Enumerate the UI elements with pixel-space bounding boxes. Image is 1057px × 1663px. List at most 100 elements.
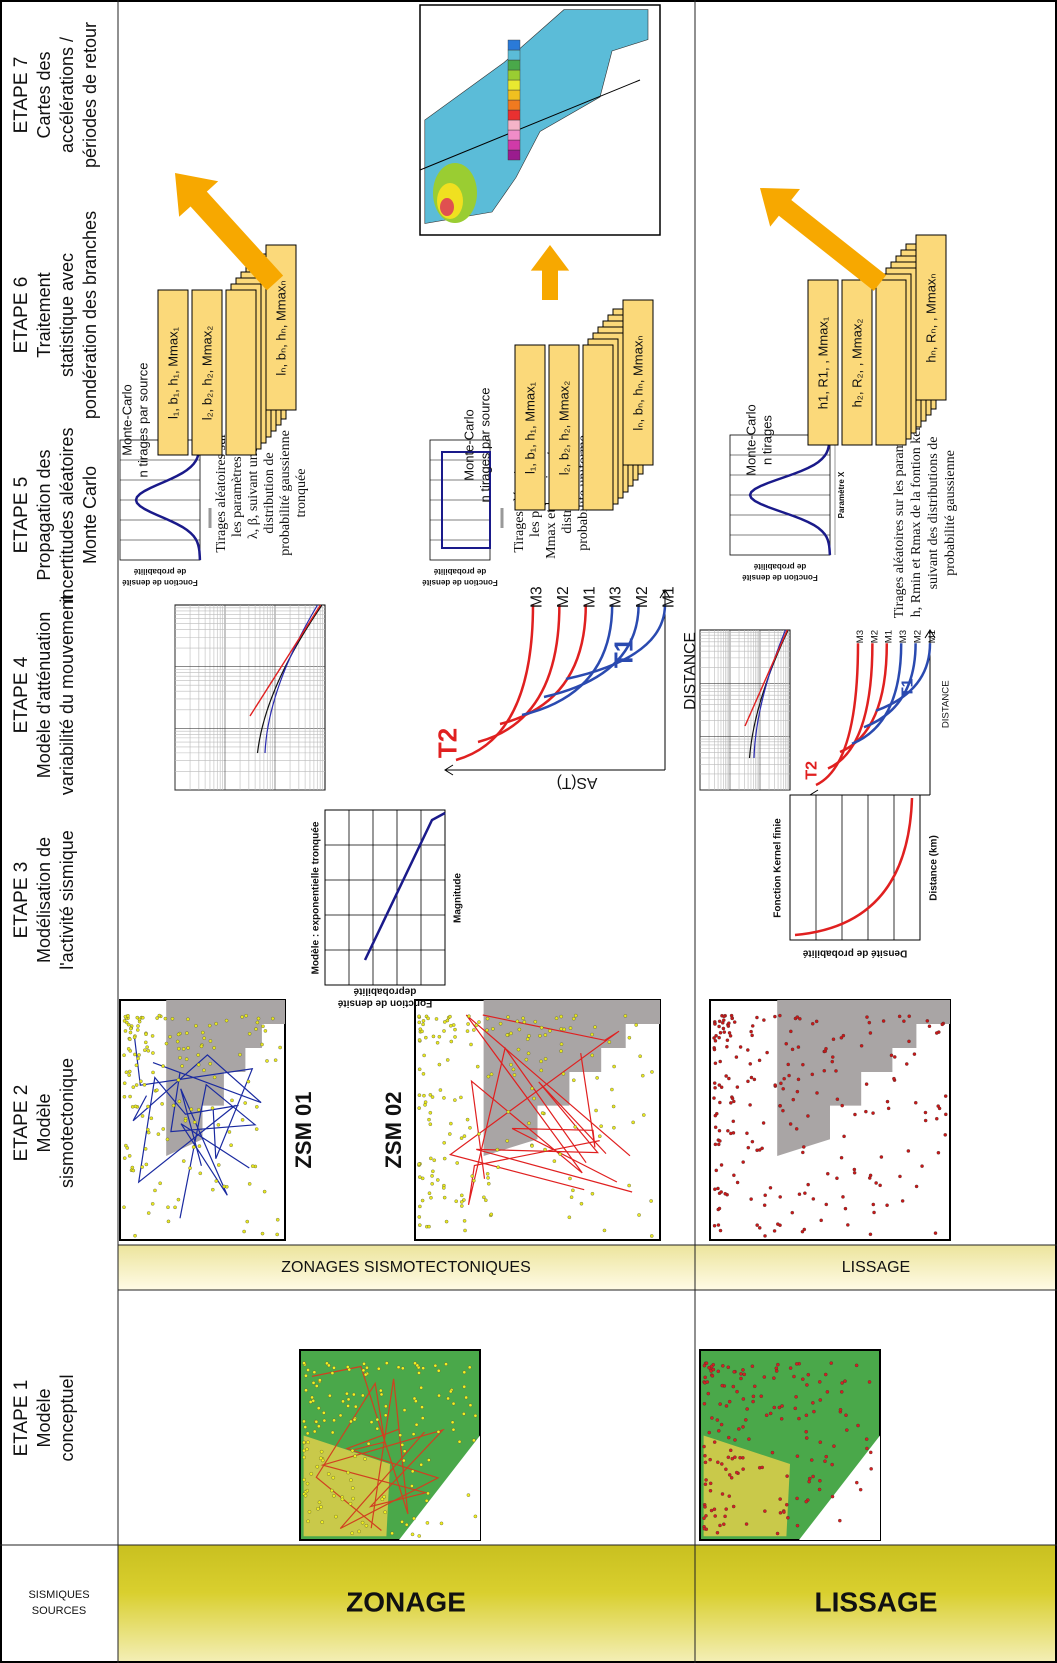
map-dot (418, 1094, 421, 1097)
map-dot (475, 1024, 478, 1027)
map-dot (150, 1117, 153, 1120)
map-dot (349, 1479, 352, 1482)
map-dot (401, 1367, 404, 1370)
map-dot (484, 1199, 487, 1202)
map-dot (418, 1205, 421, 1208)
map-dot (182, 1159, 185, 1162)
map-dot (418, 1176, 421, 1179)
map-dot (318, 1379, 321, 1382)
map-dot (703, 1402, 706, 1405)
map-dot (819, 1441, 822, 1444)
map-dot (128, 1070, 131, 1073)
map-dot (811, 1073, 814, 1076)
map-dot (323, 1419, 326, 1422)
map-dot (801, 1063, 804, 1066)
map-dot (885, 1204, 888, 1207)
map-dot (893, 1055, 896, 1058)
map-dot (612, 1126, 615, 1129)
row-label: ZONAGE (346, 1586, 466, 1617)
map-dot (596, 1076, 599, 1079)
colorbar-cell (508, 50, 520, 60)
map-dot (261, 1232, 264, 1235)
map-dot (711, 1374, 714, 1377)
map-dot (890, 1054, 893, 1057)
map-dot (362, 1362, 365, 1365)
map-dot (332, 1494, 335, 1497)
map-dot (438, 1063, 441, 1066)
map-dot (773, 1229, 776, 1232)
map-dot (710, 1365, 713, 1368)
map-dot (735, 1390, 738, 1393)
map-dot (786, 1516, 789, 1519)
map-dot (785, 1042, 788, 1045)
map-dot (797, 1417, 800, 1420)
map-dot (872, 1211, 875, 1214)
map-dot (845, 1428, 848, 1431)
label: M2 (869, 630, 880, 643)
map-dot (831, 1055, 834, 1058)
map-dot (418, 1068, 421, 1071)
flow-arrow (531, 245, 569, 300)
map-dot (420, 1386, 423, 1389)
map-dot (181, 1064, 184, 1067)
map-dot (427, 1225, 430, 1228)
map-dot (718, 1020, 721, 1023)
map-dot (935, 1117, 938, 1120)
map-dot (241, 1118, 244, 1121)
step-title: ETAPE 1 (11, 1380, 32, 1457)
map-dot (310, 1472, 313, 1475)
map-dot (841, 1195, 844, 1198)
map-dot (868, 1380, 871, 1383)
map-dot (785, 1503, 788, 1506)
map-dot (132, 1169, 135, 1172)
label: T2 (804, 761, 821, 780)
map-dot (765, 1051, 768, 1054)
map-dot (907, 1040, 910, 1043)
map-dot (760, 1395, 763, 1398)
attenuation-curve (478, 604, 559, 742)
map-dot (727, 1024, 730, 1027)
map-dot (188, 1167, 191, 1170)
map-dot (811, 1022, 814, 1025)
label: M1 (927, 630, 938, 643)
map-dot (345, 1392, 348, 1395)
map-dot (124, 1029, 127, 1032)
label: AS(T) (557, 774, 598, 791)
map-dot (832, 1038, 835, 1041)
map-dot (914, 1101, 917, 1104)
map-dot (131, 1105, 134, 1108)
map-dot (591, 1192, 594, 1195)
colorbar-cell (508, 130, 520, 140)
map-dot (731, 1457, 734, 1460)
map-dot (725, 1404, 728, 1407)
map-dot (920, 1165, 923, 1168)
map-dot (937, 1151, 940, 1154)
map-dot (727, 1436, 730, 1439)
map-dot (729, 1449, 732, 1452)
map-dot (197, 1108, 200, 1111)
map-dot (728, 1400, 731, 1403)
map-dot (739, 1372, 742, 1375)
map-dot (199, 1172, 202, 1175)
map-dot (486, 1017, 489, 1020)
map-dot (490, 1073, 493, 1076)
label: M2 (634, 586, 651, 608)
map-dot (892, 1077, 895, 1080)
map-dot (598, 1135, 601, 1138)
map-dot (728, 1495, 731, 1498)
map-dot (128, 1074, 131, 1077)
map-dot (720, 1462, 723, 1465)
map-dot (802, 1145, 805, 1148)
map-dot (732, 1100, 735, 1103)
label: lₙ, bₙ, hₙ, Mmaxₙ (273, 280, 288, 375)
map-dot (450, 1040, 453, 1043)
map-dot (853, 1168, 856, 1171)
map-dot (717, 1429, 720, 1432)
map-dot (131, 1166, 134, 1169)
map-dot (487, 1182, 490, 1185)
map-dot (840, 1156, 843, 1159)
colorbar-cell (508, 150, 520, 160)
map-dot (302, 1362, 305, 1365)
map-dot (796, 1090, 799, 1093)
label: lₙ, bₙ, hₙ, Mmaxₙ (630, 335, 645, 430)
